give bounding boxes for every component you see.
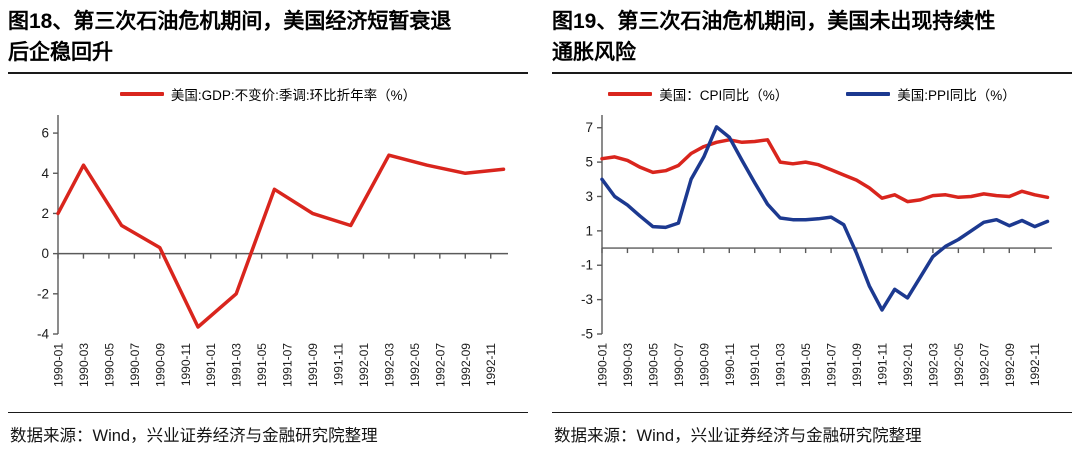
legend-item-gdp: 美国:GDP:不变价:季调:环比折年率（%） [119, 84, 417, 104]
x-tick-label: 1991-09 [306, 343, 320, 387]
ppi-line-swatch [846, 92, 891, 96]
x-tick-label: 1992-01 [357, 343, 371, 387]
y-tick-label: -2 [37, 286, 49, 301]
figure-19-title: 图19、第三次石油危机期间，美国未出现持续性 通胀风险 [552, 6, 1072, 68]
x-tick-label: 1992-07 [433, 343, 447, 387]
y-tick-label: 4 [41, 166, 49, 181]
x-tick-label: 1990-11 [179, 343, 193, 386]
figure-19-title-line-1: 图19、第三次石油危机期间，美国未出现持续性 [552, 10, 996, 33]
source-note: 数据来源：Wind，兴业证券经济与金融研究院整理 [554, 427, 922, 445]
x-tick-label: 1991-09 [850, 343, 864, 387]
legend-label: 美国:GDP:不变价:季调:环比折年率（%） [170, 88, 417, 103]
x-tick-label: 1990-01 [52, 343, 66, 387]
figure-19-title-line-2: 通胀风险 [552, 41, 636, 64]
figure-19: 图19、第三次石油危机期间，美国未出现持续性 通胀风险 美国：CPI同比（%）美… [552, 6, 1072, 466]
source-divider [552, 412, 1072, 413]
x-tick-label: 1990-07 [672, 343, 686, 387]
figure-18-title-line-1: 图18、第三次石油危机期间，美国经济短暂衰退 [8, 10, 452, 33]
x-tick-label: 1992-01 [901, 343, 915, 387]
y-tick-label: 7 [585, 120, 593, 135]
x-tick-label: 1990-01 [596, 343, 610, 387]
x-tick-label: 1990-03 [621, 343, 635, 387]
figure-18: 图18、第三次石油危机期间，美国经济短暂衰退 后企稳回升 美国:GDP:不变价:… [8, 6, 528, 466]
x-tick-label: 1992-09 [1003, 343, 1017, 387]
y-tick-label: 5 [585, 155, 593, 170]
cpi-line-swatch [608, 92, 653, 96]
source-note: 数据来源：Wind，兴业证券经济与金融研究院整理 [10, 427, 378, 445]
y-tick-label: 1 [585, 223, 593, 238]
figure-18-title: 图18、第三次石油危机期间，美国经济短暂衰退 后企稳回升 [8, 6, 528, 68]
figure-19-legend: 美国：CPI同比（%） 美国:PPI同比（%） [552, 81, 1072, 107]
legend-label: 美国:PPI同比（%） [897, 88, 1016, 103]
x-tick-label: 1992-07 [977, 343, 991, 387]
x-tick-label: 1992-03 [382, 343, 396, 387]
x-tick-label: 1990-05 [102, 343, 116, 387]
gdp-line-swatch [119, 92, 164, 96]
y-tick-label: -1 [581, 258, 593, 273]
x-tick-label: 1992-11 [484, 343, 498, 386]
y-tick-label: -4 [37, 327, 49, 342]
x-tick-label: 1990-09 [697, 343, 711, 387]
x-tick-label: 1992-05 [408, 343, 422, 387]
x-tick-label: 1991-05 [799, 343, 813, 387]
legend-item-cpi: 美国：CPI同比（%） [608, 84, 788, 104]
title-divider [552, 72, 1072, 74]
y-tick-label: -3 [581, 292, 593, 307]
x-tick-label: 1991-01 [748, 343, 762, 387]
gdp-line [56, 153, 506, 329]
figure-18-legend: 美国:GDP:不变价:季调:环比折年率（%） [8, 81, 528, 107]
x-tick-label: 1991-01 [204, 343, 218, 387]
legend-item-ppi: 美国:PPI同比（%） [846, 84, 1016, 104]
figure-18-title-line-2: 后企稳回升 [8, 41, 113, 64]
y-tick-label: 3 [585, 189, 593, 204]
title-divider [8, 72, 528, 74]
x-tick-label: 1990-09 [153, 343, 167, 387]
x-tick-label: 1991-03 [774, 343, 788, 387]
source-divider [8, 412, 528, 413]
cpi-line [600, 138, 1050, 204]
x-tick-label: 1990-03 [77, 343, 91, 387]
x-tick-label: 1992-11 [1028, 343, 1042, 386]
y-tick-label: 6 [41, 126, 49, 141]
x-tick-label: 1991-05 [255, 343, 269, 387]
legend-label: 美国：CPI同比（%） [659, 88, 789, 103]
x-tick-label: 1992-09 [459, 343, 473, 387]
y-tick-label: -5 [581, 327, 593, 342]
x-tick-label: 1991-11 [876, 343, 890, 386]
x-tick-label: 1991-07 [825, 343, 839, 387]
x-tick-label: 1991-07 [281, 343, 295, 387]
ppi-line [600, 125, 1050, 312]
x-tick-label: 1990-11 [723, 343, 737, 386]
x-tick-label: 1991-11 [332, 343, 346, 386]
y-tick-label: 0 [41, 246, 49, 261]
x-tick-label: 1991-03 [230, 343, 244, 387]
x-tick-label: 1990-07 [128, 343, 142, 387]
x-tick-label: 1992-03 [926, 343, 940, 387]
x-tick-label: 1990-05 [646, 343, 660, 387]
x-tick-label: 1992-05 [952, 343, 966, 387]
y-tick-label: 2 [41, 206, 49, 221]
